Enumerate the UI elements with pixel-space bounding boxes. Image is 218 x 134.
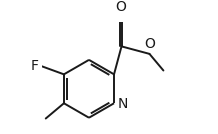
Text: O: O — [115, 0, 126, 14]
Text: N: N — [117, 97, 128, 111]
Text: F: F — [31, 59, 39, 73]
Text: O: O — [145, 37, 155, 51]
